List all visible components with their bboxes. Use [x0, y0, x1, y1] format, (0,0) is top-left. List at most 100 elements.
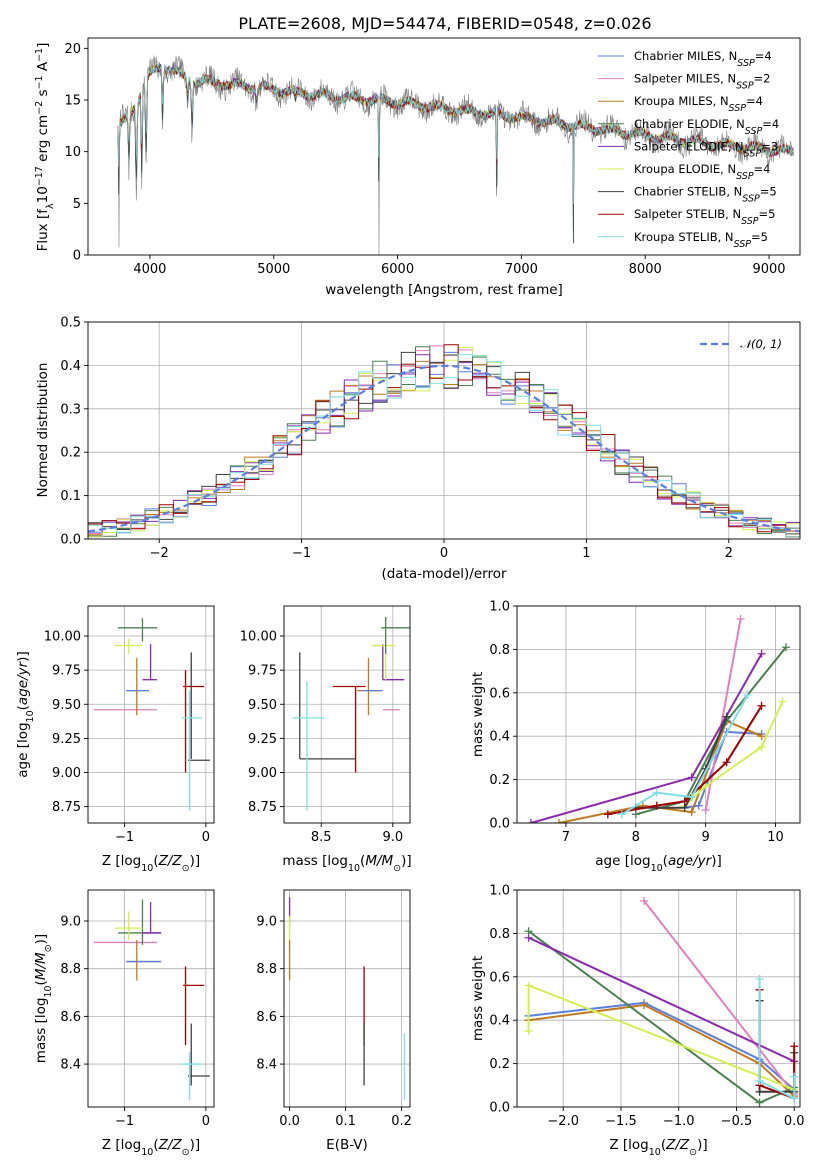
mass-vs-Z-ytick-label: 8.8	[60, 962, 81, 977]
weight-marker	[722, 758, 731, 767]
age-vs-mass-xlabel: mass [log10(M/M⊙)]	[282, 853, 411, 874]
weight-vs-age-xtick-label: 7	[562, 830, 570, 845]
weight-vs-Z-xtick-label: −1.5	[605, 1114, 637, 1129]
spectrum-decorations: 4000 5000 6000 7000 8000 9000 0 5 10 15 20 Chabrier…	[34, 37, 801, 298]
weight-marker	[640, 896, 649, 905]
weight-marker	[524, 933, 533, 942]
spectrum-model-line	[117, 63, 794, 204]
mass-vs-EBV-xtick-label: 0.0	[279, 1114, 300, 1129]
age-vs-mass-ytick-label: 9.25	[248, 732, 277, 747]
weight-vs-age-decorations: 7 8 9 10 0.0 0.2 0.4 0.6 0.8 1.0 age [log10(age/yr…	[470, 600, 801, 874]
residuals-plot-area	[88, 344, 800, 538]
weight-marker	[701, 805, 710, 814]
weight-marker	[722, 712, 731, 721]
age-vs-Z-xtick-label: −1	[115, 830, 134, 845]
weight-marker	[790, 1042, 799, 1051]
spectrum-ytick-label: 20	[64, 42, 81, 57]
errorbar-point	[114, 911, 143, 941]
errorbar-point	[332, 685, 366, 773]
legend-entry: Salpeter STELIB, NSSP=5	[634, 207, 775, 227]
legend-entry: Salpeter ELODIE, NSSP=3	[634, 139, 778, 159]
weight-vs-Z-axes: −2.0 −1.5 −1.0 −0.5 0.0 0.0 0.2 0.4 0.6 0.8 1.0 Z […	[470, 884, 805, 1158]
errorbar-point	[187, 1023, 210, 1086]
errorbar-point	[181, 1052, 202, 1100]
weight-marker	[680, 797, 689, 806]
weight-line	[635, 716, 728, 809]
age-vs-mass-decorations: 8.5 9.0 8.75 9.00 9.25 9.50 9.75 10.00 mass [log…	[240, 605, 412, 874]
spectrum-ylabel: Flux [fλ10−17 erg cm−2 s−1 A−1]	[34, 43, 56, 252]
legend-entry: Salpeter MILES, NSSP=2	[634, 72, 771, 92]
mass-vs-Z-xtick-label: −1	[115, 1114, 134, 1129]
mass-vs-Z-ytick-label: 8.4	[60, 1058, 81, 1073]
mass-vs-EBV-xlabel: E(B-V)	[326, 1137, 368, 1153]
age-vs-Z-ytick-label: 9.00	[52, 766, 81, 781]
age-vs-Z-ytick-label: 9.75	[52, 664, 81, 679]
weight-marker	[755, 1098, 764, 1107]
weight-line	[704, 618, 742, 811]
age-vs-mass-ytick-label: 8.75	[248, 800, 277, 815]
weight-vs-Z-ytick-label: 0.4	[489, 1014, 510, 1029]
weight-marker	[524, 1027, 533, 1036]
weight-vs-age-ytick-label: 1.0	[489, 600, 510, 615]
age-vs-Z-ytick-label: 8.75	[52, 800, 81, 815]
weight-marker	[757, 649, 766, 658]
mass-vs-EBV-plot-area	[288, 897, 406, 1100]
weight-marker	[757, 701, 766, 710]
gaussian-reference-curve	[88, 364, 800, 533]
residuals-ytick-label: 0.2	[60, 446, 81, 461]
age-vs-Z-axes: −1 0 8.75 9.00 9.25 9.50 9.75 10.00 Z [log10(Z/Z…	[15, 605, 215, 874]
errorbar-point	[181, 690, 202, 811]
residuals-ytick-label: 0.4	[60, 359, 81, 374]
weight-vs-Z-ytick-label: 1.0	[489, 884, 510, 899]
weight-vs-age-plot-area	[526, 615, 791, 823]
weight-line	[684, 701, 784, 807]
figure-title: PLATE=2608, MJD=54474, FIBERID=0548, z=0…	[238, 14, 651, 33]
spectrum-xtick-label: 4000	[133, 262, 166, 277]
age-vs-mass-axes: 8.5 9.0 8.75 9.00 9.25 9.50 9.75 10.00 mass [log…	[240, 605, 412, 874]
residuals-axes: −2 −1 0 1 2 0.0 0.1 0.2 0.3 0.4 0.5 𝒩(0, 1) (data-mo…	[35, 316, 801, 582]
residuals-decorations: −2 −1 0 1 2 0.0 0.1 0.2 0.3 0.4 0.5 𝒩(0, 1) (data-mo…	[35, 316, 801, 582]
weight-line	[528, 936, 795, 1063]
age-vs-mass-xtick-label: 8.5	[311, 830, 332, 845]
legend-entry: Kroupa MILES, NSSP=4	[634, 94, 763, 114]
legend-entry: Chabrier MILES, NSSP=4	[634, 49, 772, 69]
weight-marker	[755, 1076, 764, 1085]
age-vs-Z-xlabel: Z [log10(Z/Z⊙)]	[102, 853, 200, 874]
residuals-xtick-label: 1	[582, 546, 590, 561]
age-vs-mass-ytick-label: 9.00	[248, 766, 277, 781]
weight-vs-Z-decorations: −2.0 −1.5 −1.0 −0.5 0.0 0.0 0.2 0.4 0.6 0.8 1.0 Z […	[470, 884, 805, 1158]
residuals-xlabel: (data-model)/error	[381, 566, 507, 582]
mass-vs-EBV-axes: 0.0 0.1 0.2 8.4 8.6 8.8 9.0 E(B-V)	[256, 889, 412, 1153]
mass-vs-Z-frame	[87, 889, 215, 1108]
errorbar-point	[371, 633, 396, 680]
spectrum-xtick-label: 8000	[629, 262, 662, 277]
spectrum-ytick-label: 0	[73, 249, 81, 264]
mass-vs-EBV-ytick-label: 9.0	[256, 915, 277, 930]
weight-vs-Z-ytick-label: 0.8	[489, 927, 510, 942]
weight-marker	[790, 1072, 799, 1081]
weight-vs-Z-xtick-label: −2.0	[547, 1114, 579, 1129]
errorbar-point	[114, 638, 143, 654]
weight-marker	[757, 732, 766, 741]
weight-marker	[617, 810, 626, 819]
age-vs-mass-frame	[283, 605, 411, 824]
weight-vs-Z-xtick-label: 0.0	[784, 1114, 805, 1129]
age-vs-mass-plot-area	[292, 616, 410, 811]
spectrum-model-line	[117, 65, 794, 205]
errorbar-point	[142, 901, 162, 934]
weight-vs-Z-plot-area	[524, 896, 799, 1107]
errorbar-point	[126, 657, 149, 716]
weight-vs-Z-ytick-label: 0.2	[489, 1057, 510, 1072]
residual-histogram	[88, 344, 800, 538]
mass-vs-Z-ytick-label: 9.0	[60, 915, 81, 930]
spectrum-axes: 4000 5000 6000 7000 8000 9000 0 5 10 15 20 Chabrier…	[34, 37, 801, 298]
residuals-xtick-label: −1	[292, 546, 311, 561]
mass-vs-Z-plot-area	[93, 899, 210, 1100]
age-vs-Z-plot-area	[93, 618, 210, 811]
weight-marker	[778, 697, 787, 706]
mass-vs-EBV-ytick-label: 8.8	[256, 962, 277, 977]
weight-line	[635, 646, 787, 816]
weight-line	[528, 1003, 795, 1097]
spectrum-plot-area	[117, 55, 794, 255]
mass-vs-Z-ylabel: mass [log10(M/M⊙)]	[33, 934, 54, 1063]
